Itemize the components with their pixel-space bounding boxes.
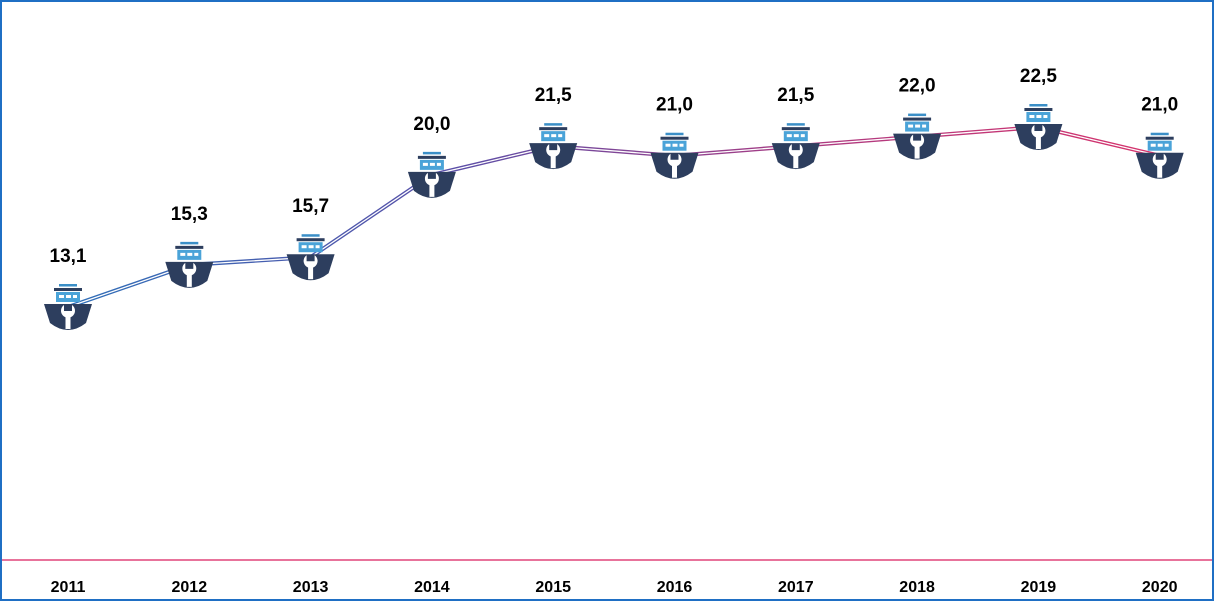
- ship-marker: [529, 123, 578, 170]
- value-label: 21,0: [1141, 95, 1178, 116]
- ship-marker: [44, 284, 92, 330]
- value-label: 21,0: [656, 95, 693, 116]
- line-outer: [67, 124, 1161, 309]
- x-tick-label: 2013: [293, 579, 329, 596]
- x-tick-label: 2016: [657, 579, 693, 596]
- ship-marker: [286, 234, 335, 281]
- line-series: [67, 124, 1161, 309]
- value-label: 22,0: [899, 76, 936, 97]
- value-label: 22,5: [1020, 66, 1057, 87]
- x-tick-label: 2011: [51, 579, 86, 596]
- value-label: 13,1: [50, 246, 87, 267]
- value-label: 15,3: [171, 204, 208, 225]
- value-label: 21,5: [535, 85, 572, 106]
- x-tick-label: 2015: [535, 579, 571, 596]
- x-tick-label: 2014: [414, 579, 450, 596]
- line-inner: [67, 126, 1160, 308]
- ship-marker: [650, 132, 699, 179]
- ship-marker: [165, 241, 214, 288]
- ship-marker: [1014, 104, 1063, 150]
- value-label: 21,5: [777, 85, 814, 106]
- value-label: 15,7: [292, 196, 329, 217]
- x-tick-label: 2018: [899, 579, 935, 596]
- ship-marker: [893, 113, 942, 160]
- ship-marker: [771, 123, 820, 170]
- ship-marker: [1135, 132, 1184, 179]
- x-tick-label: 2019: [1021, 579, 1057, 596]
- x-tick-label: 2017: [778, 579, 814, 596]
- ship-marker: [407, 151, 456, 198]
- value-label: 20,0: [413, 114, 450, 135]
- x-tick-label: 2020: [1142, 579, 1178, 596]
- x-tick-label: 2012: [172, 579, 208, 596]
